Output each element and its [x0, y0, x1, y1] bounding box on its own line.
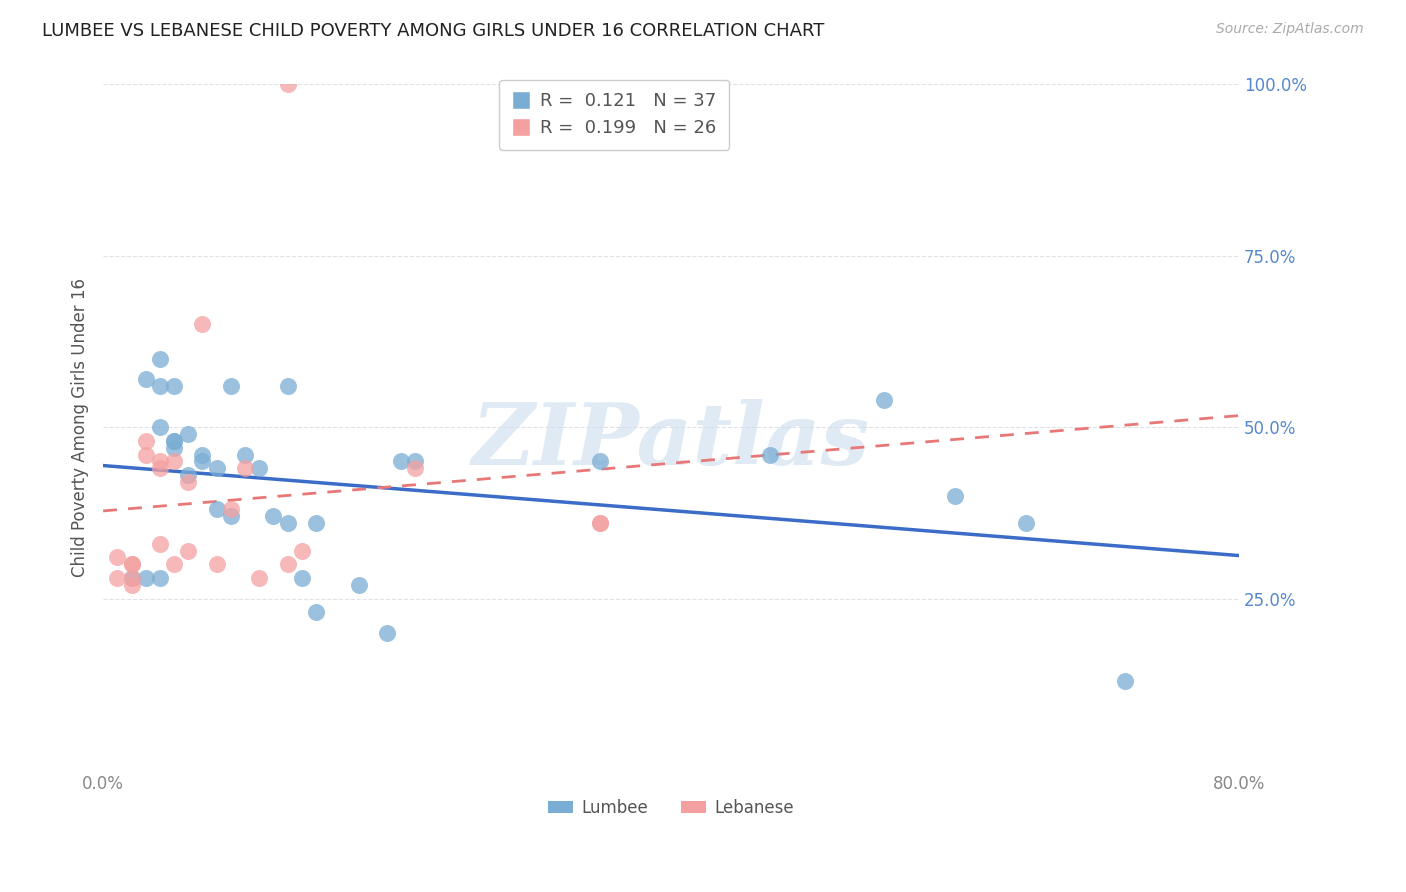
Point — [389, 454, 412, 468]
Point — [121, 571, 143, 585]
Point — [205, 502, 228, 516]
Point — [121, 571, 143, 585]
Point — [121, 558, 143, 572]
Point — [149, 379, 172, 393]
Point — [247, 461, 270, 475]
Point — [149, 420, 172, 434]
Point — [247, 571, 270, 585]
Point — [149, 537, 172, 551]
Point — [149, 351, 172, 366]
Point — [219, 379, 242, 393]
Point — [233, 461, 256, 475]
Point — [163, 379, 186, 393]
Point — [205, 558, 228, 572]
Point — [177, 427, 200, 442]
Point — [149, 571, 172, 585]
Point — [1114, 673, 1136, 688]
Point — [135, 448, 157, 462]
Point — [191, 448, 214, 462]
Point — [589, 454, 612, 468]
Point — [404, 461, 426, 475]
Point — [105, 550, 128, 565]
Point — [163, 434, 186, 448]
Point — [277, 516, 299, 531]
Point — [205, 461, 228, 475]
Point — [163, 558, 186, 572]
Point — [191, 318, 214, 332]
Point — [177, 468, 200, 483]
Text: ZIPatlas: ZIPatlas — [472, 400, 870, 483]
Point — [121, 578, 143, 592]
Point — [404, 454, 426, 468]
Point — [163, 454, 186, 468]
Point — [135, 372, 157, 386]
Point — [149, 454, 172, 468]
Point — [305, 605, 328, 619]
Point — [291, 543, 314, 558]
Point — [135, 434, 157, 448]
Point — [589, 516, 612, 531]
Point — [177, 475, 200, 489]
Point — [759, 448, 782, 462]
Point — [873, 392, 896, 407]
Point — [589, 516, 612, 531]
Point — [291, 571, 314, 585]
Point — [163, 434, 186, 448]
Point — [277, 78, 299, 92]
Point — [219, 509, 242, 524]
Text: LUMBEE VS LEBANESE CHILD POVERTY AMONG GIRLS UNDER 16 CORRELATION CHART: LUMBEE VS LEBANESE CHILD POVERTY AMONG G… — [42, 22, 824, 40]
Point — [149, 461, 172, 475]
Point — [277, 379, 299, 393]
Point — [219, 502, 242, 516]
Point — [191, 454, 214, 468]
Point — [305, 516, 328, 531]
Point — [277, 558, 299, 572]
Point — [347, 578, 370, 592]
Point — [263, 509, 285, 524]
Point — [375, 626, 398, 640]
Point — [177, 543, 200, 558]
Point — [943, 489, 966, 503]
Y-axis label: Child Poverty Among Girls Under 16: Child Poverty Among Girls Under 16 — [72, 277, 89, 577]
Point — [105, 571, 128, 585]
Point — [121, 558, 143, 572]
Point — [1015, 516, 1038, 531]
Point — [163, 441, 186, 455]
Point — [135, 571, 157, 585]
Text: Source: ZipAtlas.com: Source: ZipAtlas.com — [1216, 22, 1364, 37]
Legend: Lumbee, Lebanese: Lumbee, Lebanese — [541, 792, 801, 823]
Point — [233, 448, 256, 462]
